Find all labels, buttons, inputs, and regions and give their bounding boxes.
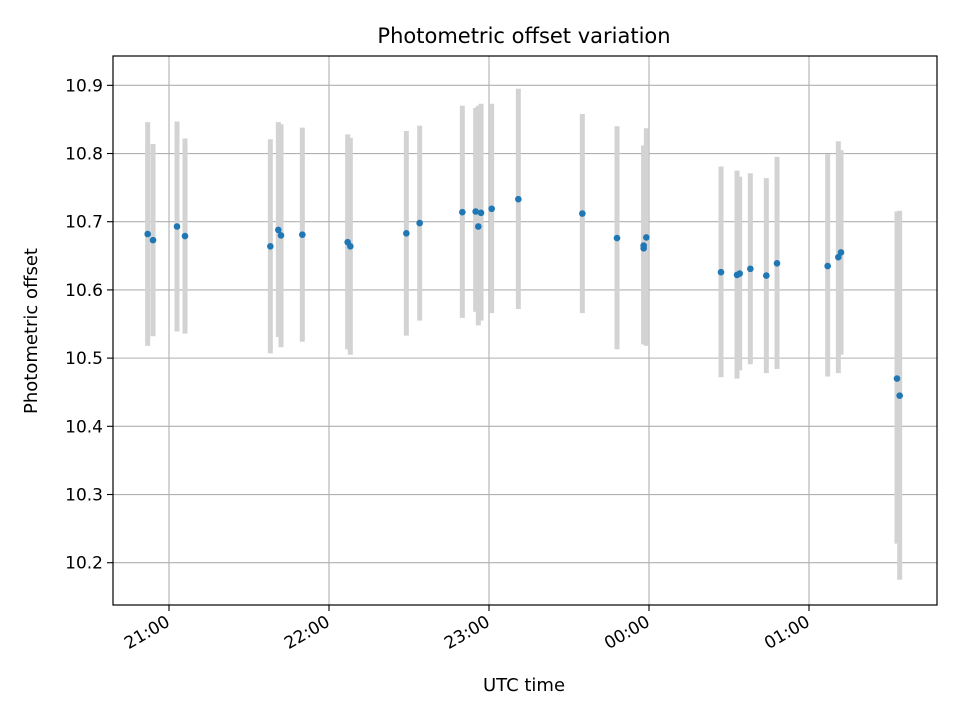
data-point [459,208,466,216]
data-point [181,232,189,240]
data-point [488,205,495,213]
data-points [144,195,903,399]
y-tick-label: 10.8 [65,145,103,165]
data-point [515,195,522,203]
y-tick-label: 10.4 [65,417,103,437]
data-point [403,230,410,237]
data-point [299,231,306,238]
data-point [472,208,479,215]
data-point [773,260,781,267]
y-tick-label: 10.2 [65,554,103,574]
data-point [643,234,650,241]
data-point [824,262,831,270]
data-point [477,209,485,217]
data-point [416,219,423,227]
data-point [613,234,621,242]
plot-frame [112,55,938,606]
data-point [893,375,901,382]
data-point [736,270,743,277]
data-point [579,210,586,217]
data-point [475,223,482,230]
data-point [747,265,754,273]
data-point [640,242,647,249]
y-tick-label: 10.9 [65,76,103,96]
data-point [144,230,151,238]
data-point [267,242,274,250]
data-point [277,232,285,239]
data-point [275,226,282,234]
y-axis-ticks: 10.2 10.3 10.4 10.5 10.6 10.7 10.8 10.9 [65,76,113,574]
data-point [896,392,903,399]
data-point [347,242,354,250]
data-point [149,236,157,244]
y-tick-label: 10.3 [65,486,103,506]
y-axis-label: Photometric offset [21,248,42,414]
x-axis-label: UTC time [483,675,565,696]
data-point [763,272,770,279]
data-point [717,268,725,276]
grid [113,56,937,605]
y-tick-label: 10.7 [65,213,103,233]
y-tick-label: 10.5 [65,349,103,369]
y-tick-label: 10.6 [65,281,103,301]
data-point [837,249,845,256]
data-point [173,223,181,230]
chart-title: Photometric offset variation [377,24,670,48]
